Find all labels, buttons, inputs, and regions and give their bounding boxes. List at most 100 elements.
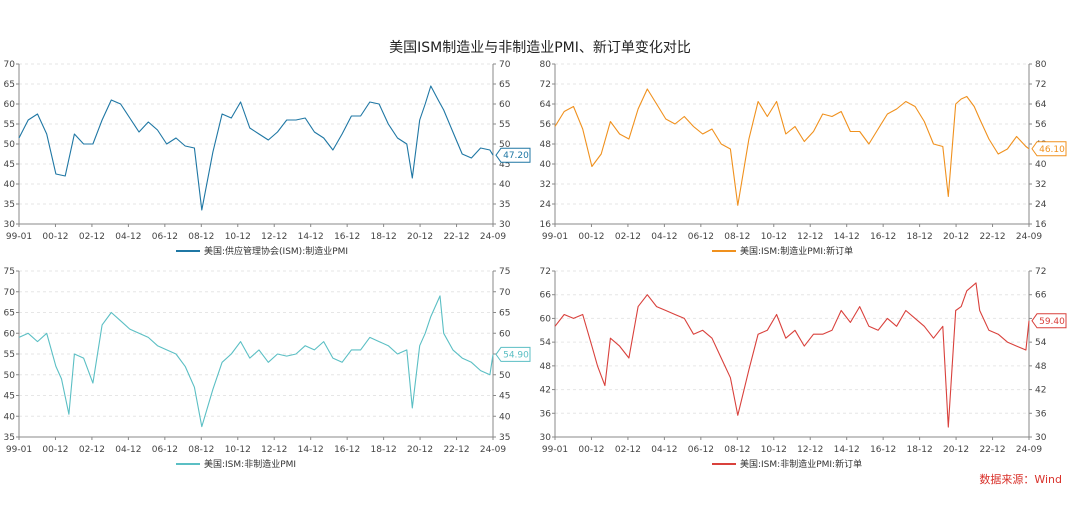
x-tick-label: 02-12 (615, 232, 641, 242)
legend-label: 美国:供应管理协会(ISM):制造业PMI (204, 245, 348, 257)
last-value-label: 47.20 (503, 151, 529, 161)
y-tick-label-right: 50 (499, 371, 511, 381)
y-tick-label-right: 40 (499, 412, 511, 422)
y-tick-label-right: 70 (499, 60, 511, 70)
x-tick-label: 10-12 (761, 232, 787, 242)
y-tick-label-left: 72 (540, 80, 551, 90)
x-tick-label: 08-12 (188, 232, 214, 242)
x-tick-label: 22-12 (979, 232, 1005, 242)
y-tick-label-right: 70 (499, 288, 511, 298)
x-tick-label: 20-12 (943, 445, 969, 455)
x-tick-label: 04-12 (651, 445, 677, 455)
last-value-label: 59.40 (1039, 317, 1065, 327)
x-tick-label: 06-12 (688, 445, 714, 455)
last-value-label: 54.90 (503, 350, 529, 360)
y-tick-label-left: 40 (4, 412, 16, 422)
last-value-badge (1031, 313, 1067, 329)
y-tick-label-left: 40 (540, 160, 552, 170)
y-tick-label-right: 50 (499, 140, 511, 150)
x-tick-label: 02-12 (615, 445, 641, 455)
y-tick-label-left: 35 (4, 200, 15, 210)
x-tick-label: 12-12 (797, 232, 823, 242)
y-tick-label-right: 60 (499, 329, 511, 339)
y-tick-label-right: 65 (499, 309, 510, 319)
y-tick-label-right: 30 (499, 220, 511, 230)
x-tick-label: 22-12 (443, 445, 469, 455)
y-tick-label-left: 32 (540, 180, 551, 190)
y-tick-label-right: 42 (1035, 386, 1046, 396)
y-tick-label-right: 48 (1035, 362, 1047, 372)
x-tick-label: 20-12 (407, 232, 433, 242)
y-tick-label-left: 80 (540, 60, 552, 70)
y-tick-label-left: 40 (4, 180, 16, 190)
y-tick-label-left: 30 (4, 220, 16, 230)
x-tick-label: 16-12 (334, 445, 360, 455)
y-tick-label-left: 55 (4, 350, 15, 360)
x-tick-label: 22-12 (443, 232, 469, 242)
x-tick-label: 18-12 (371, 232, 397, 242)
x-tick-label: 12-12 (797, 445, 823, 455)
x-tick-label: 00-12 (42, 232, 68, 242)
chart-panel-1: 30 30 35 35 40 40 45 45 50 50 55 55 60 60 65 65 70 70 99-0… (4, 60, 531, 257)
x-tick-label: 99-01 (542, 232, 568, 242)
x-tick-label: 00-12 (578, 445, 604, 455)
y-tick-label-right: 16 (1035, 220, 1047, 230)
y-tick-label-left: 24 (540, 200, 552, 210)
x-tick-label: 24-09 (480, 232, 506, 242)
x-tick-label: 24-09 (1016, 232, 1042, 242)
y-tick-label-right: 80 (1035, 60, 1047, 70)
x-tick-label: 16-12 (870, 232, 896, 242)
y-tick-label-left: 70 (4, 60, 16, 70)
x-tick-label: 06-12 (152, 232, 178, 242)
y-tick-label-right: 35 (499, 200, 510, 210)
x-tick-label: 16-12 (870, 445, 896, 455)
y-tick-label-right: 60 (499, 100, 511, 110)
x-tick-label: 12-12 (261, 445, 287, 455)
chart-panel-3: 35354040454550505555606065657070757599-0… (4, 267, 531, 470)
y-tick-label-left: 36 (540, 409, 552, 419)
series-line (18, 85, 494, 211)
legend-label: 美国:ISM:非制造业PMI (204, 458, 296, 470)
x-tick-label: 00-12 (42, 445, 68, 455)
y-tick-label-left: 64 (540, 100, 552, 110)
x-tick-label: 10-12 (761, 445, 787, 455)
series-line (18, 295, 494, 428)
y-tick-label-right: 30 (1035, 433, 1047, 443)
x-tick-label: 16-12 (334, 232, 360, 242)
x-tick-label: 14-12 (834, 232, 860, 242)
x-tick-label: 12-12 (261, 232, 287, 242)
y-tick-label-left: 60 (4, 329, 16, 339)
y-tick-label-right: 72 (1035, 267, 1046, 277)
y-tick-label-left: 45 (4, 392, 15, 402)
y-tick-label-right: 40 (1035, 160, 1047, 170)
x-tick-label: 24-09 (1016, 445, 1042, 455)
x-tick-label: 06-12 (152, 445, 178, 455)
y-tick-label-right: 32 (1035, 180, 1046, 190)
y-tick-label-right: 24 (1035, 200, 1047, 210)
y-tick-label-right: 40 (499, 180, 511, 190)
x-tick-label: 06-12 (688, 232, 714, 242)
x-tick-label: 00-12 (578, 232, 604, 242)
x-tick-label: 04-12 (651, 232, 677, 242)
y-tick-label-left: 75 (4, 267, 15, 277)
x-tick-label: 04-12 (115, 232, 141, 242)
x-tick-label: 24-09 (480, 445, 506, 455)
y-tick-label-left: 65 (4, 309, 15, 319)
y-tick-label-left: 66 (540, 291, 552, 301)
y-tick-label-left: 54 (540, 338, 552, 348)
y-tick-label-right: 75 (499, 267, 510, 277)
last-value-badge (495, 147, 531, 163)
y-tick-label-right: 45 (499, 160, 510, 170)
chart-panel-4: 3030363642424848545460606666727299-0100-… (540, 267, 1067, 470)
y-tick-label-left: 16 (540, 220, 552, 230)
x-tick-label: 08-12 (724, 232, 750, 242)
last-value-badge (495, 346, 531, 362)
x-tick-label: 20-12 (943, 232, 969, 242)
y-tick-label-left: 42 (540, 386, 551, 396)
y-tick-label-right: 45 (499, 392, 510, 402)
y-tick-label-right: 65 (499, 80, 510, 90)
x-tick-label: 22-12 (979, 445, 1005, 455)
x-tick-label: 08-12 (724, 445, 750, 455)
y-tick-label-left: 50 (4, 140, 16, 150)
